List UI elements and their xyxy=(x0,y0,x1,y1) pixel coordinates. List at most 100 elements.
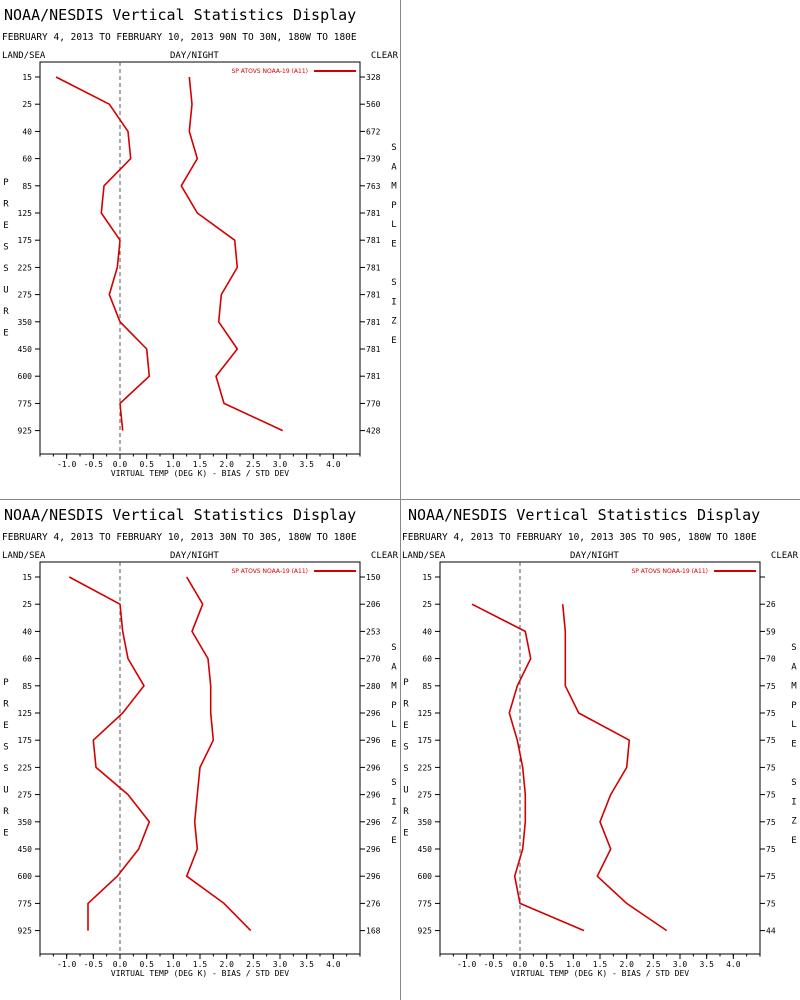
panel-0-series-bias-line xyxy=(55,76,151,431)
panel-2-x-axis-label: VIRTUAL TEMP (DEG K) - BIAS / STD DEV xyxy=(511,969,689,978)
panel-1-x-tick-label: 0.0 xyxy=(113,960,128,969)
panel-0-x-tick-label: 2.0 xyxy=(219,460,234,469)
panel-0-y-axis-letter: E xyxy=(3,221,8,231)
panel-0-sample-size-label: 781 xyxy=(366,345,381,354)
panel-0-pressure-label: 450 xyxy=(18,345,33,354)
panel-1-y2-axis-letter: S xyxy=(391,778,396,788)
panel-1-sample-size-label: 296 xyxy=(366,845,381,854)
panel-0-sample-size-label: 781 xyxy=(366,236,381,245)
panel-1-pressure-label: 175 xyxy=(18,736,33,745)
panel-1-land-sea-label: LAND/SEA xyxy=(2,551,46,561)
panel-2-legend-label: SP ATOVS NOAA-19 (A11) xyxy=(631,568,708,575)
panel-1-y2-axis-letter: P xyxy=(391,701,397,711)
panel-0-pressure-label: 350 xyxy=(18,318,33,327)
panel-0-sample-size-label: 781 xyxy=(366,263,381,272)
panel-1-title: NOAA/NESDIS Vertical Statistics Display xyxy=(4,506,356,524)
panel-2-sample-size-label: 75 xyxy=(766,818,776,827)
panel-2-x-tick-label: 2.5 xyxy=(646,960,661,969)
panel-1-x-tick-label: 1.5 xyxy=(193,960,208,969)
panel-1-pressure-label: 925 xyxy=(18,927,33,936)
panel-0-y-axis-letter: R xyxy=(3,200,9,210)
panel-2-y-axis-letter: U xyxy=(403,786,408,796)
panel-1-sample-size-label: 253 xyxy=(366,627,381,636)
panel-1-y-axis-letter: S xyxy=(3,743,8,753)
panel-0-pressure-label: 775 xyxy=(18,399,33,408)
panel-1-series-std_dev-line xyxy=(185,576,252,932)
panel-0-x-tick-label: 3.0 xyxy=(273,460,288,469)
panel-1-pressure-label: 25 xyxy=(22,600,32,609)
panel-0-y2-axis-letter: Z xyxy=(391,317,397,327)
panel-2-y2-axis-letter: A xyxy=(791,662,797,672)
panel-0-pressure-label: 25 xyxy=(22,100,32,109)
panel-1-pressure-label: 40 xyxy=(22,627,32,636)
panel-2-x-tick-label: 1.5 xyxy=(593,960,608,969)
panel-1-y-axis-letter: R xyxy=(3,700,9,710)
panel-1-pressure-label: 85 xyxy=(22,682,32,691)
panel-2-x-tick-label: 2.0 xyxy=(619,960,634,969)
panel-0-y2-axis-letter: P xyxy=(391,201,397,211)
panel-0-pressure-label: 225 xyxy=(18,263,33,272)
panel-2-plot-frame xyxy=(439,561,761,955)
panel-1-x-tick-label: 0.5 xyxy=(139,960,154,969)
panel-0-sample-size-label: 560 xyxy=(366,100,381,109)
panel-2-title: NOAA/NESDIS Vertical Statistics Display xyxy=(408,506,760,524)
panel-2-pressure-label: 25 xyxy=(422,600,432,609)
panel-1-sample-size-label: 296 xyxy=(366,763,381,772)
panel-0-y2-axis-letter: I xyxy=(391,297,396,307)
panel-2-x-tick-label: 0.0 xyxy=(513,960,528,969)
panel-2-y2-axis-letter: L xyxy=(791,720,796,730)
panel-1-y2-axis-letter: E xyxy=(391,836,396,846)
panel-1-x-tick-label: 3.5 xyxy=(299,960,314,969)
panel-0-y2-axis-letter: A xyxy=(391,162,397,172)
panel-0-x-tick-label: 2.5 xyxy=(246,460,261,469)
panel-1-chart: -1.0 -0.5 0.0 0.5 1.0 1.5 2.0 2.5 3.0 3.5 4.0 VIRTU… xyxy=(3,561,397,978)
panel-0-y2-axis-letter: L xyxy=(391,220,396,230)
panel-1-sample-size-label: 296 xyxy=(366,736,381,745)
panel-0-y-axis-letter: S xyxy=(3,243,8,253)
panel-1-x-axis-label: VIRTUAL TEMP (DEG K) - BIAS / STD DEV xyxy=(111,969,289,978)
panel-0-y-axis-letter: P xyxy=(3,178,9,188)
panel-1-pressure-label: 600 xyxy=(18,872,33,881)
panel-1-y2-axis-letter: S xyxy=(391,643,396,653)
panel-1-y2-axis-letter: L xyxy=(391,720,396,730)
panel-1-pressure-label: 125 xyxy=(18,709,33,718)
panel-1-x-tick-label: -0.5 xyxy=(84,960,103,969)
panel-2-pressure-label: 225 xyxy=(418,763,433,772)
panel-0-sample-size-label: 763 xyxy=(366,182,381,191)
panel-2-sample-size-label: 70 xyxy=(766,655,776,664)
panel-2-y-axis-letter: E xyxy=(403,721,408,731)
panel-1-plot-frame xyxy=(39,561,361,955)
panel-2-series-std_dev-line xyxy=(561,604,668,932)
panel-0-clear-label: CLEAR xyxy=(371,51,399,61)
panel-0-pressure-label: 85 xyxy=(22,182,32,191)
panel-2-sample-size-label: 75 xyxy=(766,791,776,800)
panel-1-y2-axis-letter: E xyxy=(391,740,396,750)
panel-2-x-tick-label: 0.5 xyxy=(539,960,554,969)
panel-1-x-tick-label: 2.0 xyxy=(219,960,234,969)
panel-1-y2-axis-letter: M xyxy=(391,682,397,692)
panel-0-land-sea-label: LAND/SEA xyxy=(2,51,46,61)
panel-2-y-axis-letter: R xyxy=(403,807,409,817)
panel-1-pressure-label: 225 xyxy=(18,763,33,772)
panel-2-sample-size-label: 75 xyxy=(766,736,776,745)
panel-1-x-tick-label: 3.0 xyxy=(273,960,288,969)
panel-0-sample-size-label: 739 xyxy=(366,155,381,164)
panel-1-sample-size-label: 276 xyxy=(366,899,381,908)
panel-2-sample-size-label: 26 xyxy=(766,600,776,609)
panel-2-y2-axis-letter: E xyxy=(791,740,796,750)
panel-0-x-tick-label: -1.0 xyxy=(57,460,76,469)
panel-0-chart: -1.0 -0.5 0.0 0.5 1.0 1.5 2.0 2.5 3.0 3.5 4.0 VIRTU… xyxy=(3,61,397,478)
panel-0-y2-axis-letter: S xyxy=(391,278,396,288)
panel-0-sample-size-label: 328 xyxy=(366,73,381,82)
panel-2-y2-axis-letter: P xyxy=(791,701,797,711)
panel-1-y2-axis-letter: I xyxy=(391,797,396,807)
panel-0-y2-axis-letter: M xyxy=(391,182,397,192)
panel-2-sample-size-label: 75 xyxy=(766,682,776,691)
panel-1-x-tick-label: 4.0 xyxy=(326,960,341,969)
panel-0-sample-size-label: 428 xyxy=(366,427,381,436)
panel-2-pressure-label: 40 xyxy=(422,627,432,636)
panel-0-pressure-label: 275 xyxy=(18,291,33,300)
panel-2-clear-label: CLEAR xyxy=(771,551,799,561)
panel-1-sample-size-label: 296 xyxy=(366,791,381,800)
